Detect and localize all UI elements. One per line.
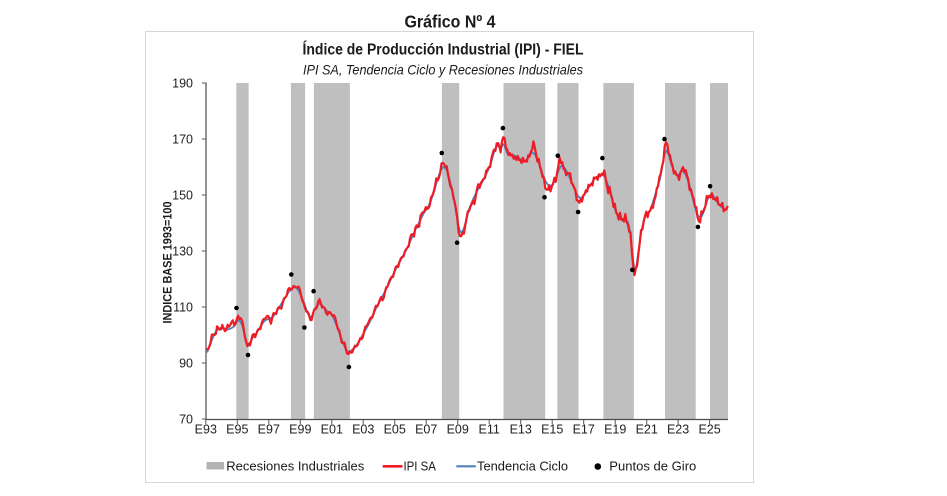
svg-text:E19: E19 — [604, 423, 626, 437]
svg-text:E95: E95 — [226, 423, 248, 437]
svg-text:E23: E23 — [667, 423, 689, 437]
svg-text:Tendencia Ciclo: Tendencia Ciclo — [477, 458, 568, 473]
svg-text:E09: E09 — [447, 423, 469, 437]
svg-text:E21: E21 — [636, 423, 658, 437]
svg-text:Puntos de Giro: Puntos de Giro — [609, 458, 696, 473]
svg-text:E93: E93 — [195, 423, 217, 437]
svg-text:INDICE BASE 1993=100: INDICE BASE 1993=100 — [161, 201, 175, 323]
svg-text:E07: E07 — [415, 423, 437, 437]
svg-text:IPI SA: IPI SA — [404, 458, 437, 473]
svg-text:150: 150 — [172, 189, 193, 203]
svg-text:E25: E25 — [698, 423, 720, 437]
svg-text:190: 190 — [172, 77, 193, 91]
svg-text:130: 130 — [172, 245, 193, 259]
svg-text:E11: E11 — [479, 423, 500, 437]
svg-text:E05: E05 — [384, 423, 406, 437]
svg-text:E99: E99 — [289, 423, 311, 437]
svg-text:E01: E01 — [321, 423, 343, 437]
svg-text:E17: E17 — [573, 423, 595, 437]
svg-text:90: 90 — [179, 357, 193, 371]
svg-text:E15: E15 — [541, 423, 563, 437]
svg-text:Recesiones Industriales: Recesiones Industriales — [226, 458, 364, 473]
svg-text:70: 70 — [179, 413, 193, 427]
svg-text:Índice de Producción Industria: Índice de Producción Industrial (IPI) - … — [303, 42, 584, 59]
svg-text:E13: E13 — [510, 423, 532, 437]
svg-text:Gráfico Nº 4: Gráfico Nº 4 — [405, 12, 496, 32]
svg-text:E03: E03 — [352, 423, 374, 437]
svg-text:170: 170 — [172, 133, 193, 147]
svg-text:110: 110 — [173, 301, 193, 315]
svg-text:IPI SA, Tendencia Ciclo y Rece: IPI SA, Tendencia Ciclo y Recesiones Ind… — [303, 62, 583, 78]
svg-text:E97: E97 — [258, 423, 280, 437]
